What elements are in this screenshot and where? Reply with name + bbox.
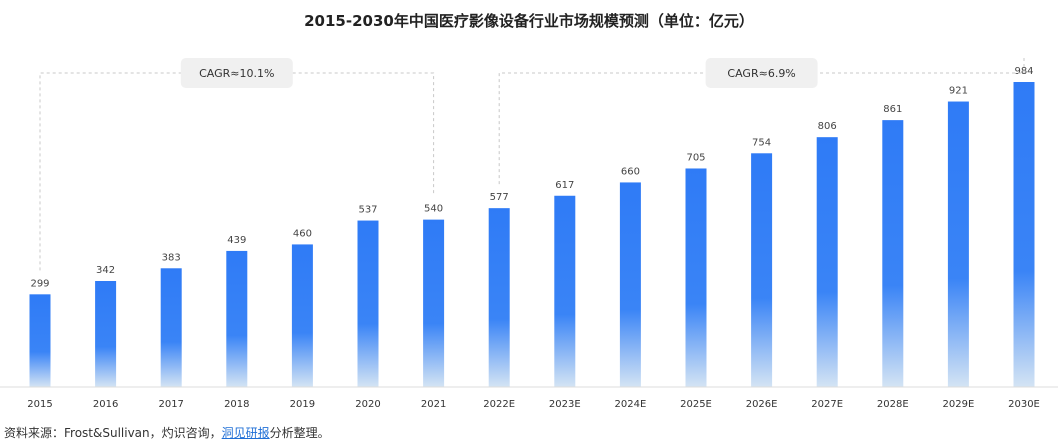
data-label: 383 xyxy=(162,252,181,263)
x-tick-label: 2023E xyxy=(549,399,581,410)
x-tick-label: 2030E xyxy=(1008,399,1040,410)
bar xyxy=(160,268,182,387)
bar xyxy=(619,182,641,387)
x-tick-label: 2022E xyxy=(483,399,515,410)
data-label: 439 xyxy=(227,235,246,246)
x-tick-label: 2019 xyxy=(290,399,315,410)
x-tick-label: 2021 xyxy=(421,399,446,410)
chart-title: 2015-2030年中国医疗影像设备行业市场规模预测（单位：亿元） xyxy=(304,12,754,30)
data-label: 540 xyxy=(424,204,443,215)
data-label: 342 xyxy=(96,265,115,276)
cagr-label-box xyxy=(705,58,818,88)
bar xyxy=(29,294,51,387)
x-tick-label: 2025E xyxy=(680,399,712,410)
bar-chart: 299 2015 342 2016 383 2017 439 2018 460 2019 537 20… xyxy=(0,58,1058,410)
bar xyxy=(751,153,773,387)
source-suffix: 分析整理。 xyxy=(269,426,330,440)
x-tick-label: 2020 xyxy=(355,399,380,410)
x-tick-label: 2029E xyxy=(943,399,975,410)
bar xyxy=(882,120,904,387)
data-label: 660 xyxy=(621,166,640,177)
x-tick-label: 2017 xyxy=(158,399,183,410)
x-tick-label: 2018 xyxy=(224,399,249,410)
bar xyxy=(1013,82,1035,387)
bar xyxy=(95,280,117,387)
cagr-label-box xyxy=(180,58,293,88)
x-tick-label: 2016 xyxy=(93,399,118,410)
data-label: 754 xyxy=(752,137,771,148)
data-label: 299 xyxy=(30,278,49,289)
cagr-label: CAGR≈6.9% xyxy=(727,67,795,80)
data-label: 921 xyxy=(949,86,968,97)
bar xyxy=(947,101,969,387)
data-label: 806 xyxy=(818,121,837,132)
bar xyxy=(423,219,445,387)
x-tick-label: 2024E xyxy=(615,399,647,410)
x-tick-label: 2015 xyxy=(27,399,52,410)
cagr-bracket xyxy=(39,72,435,271)
data-label: 460 xyxy=(293,228,312,239)
data-label: 577 xyxy=(490,192,509,203)
x-tick-label: 2027E xyxy=(811,399,843,410)
bar xyxy=(685,168,707,387)
data-label: 537 xyxy=(358,205,377,216)
bar xyxy=(488,208,510,387)
bar xyxy=(554,195,576,387)
bar xyxy=(816,137,838,387)
bar xyxy=(226,250,248,387)
source-prefix: 资料来源：Frost&Sullivan，灼识咨询， xyxy=(4,426,222,440)
data-label: 705 xyxy=(686,152,705,163)
bar xyxy=(291,244,313,387)
data-label: 617 xyxy=(555,180,574,191)
data-label: 861 xyxy=(883,104,902,115)
x-tick-label: 2026E xyxy=(746,399,778,410)
bar xyxy=(357,220,379,387)
source-link[interactable]: 洞见研报 xyxy=(221,426,270,440)
source-note: 资料来源：Frost&Sullivan，灼识咨询，洞见研报分析整理。 xyxy=(4,424,330,441)
x-tick-label: 2028E xyxy=(877,399,909,410)
cagr-label: CAGR≈10.1% xyxy=(199,67,274,80)
